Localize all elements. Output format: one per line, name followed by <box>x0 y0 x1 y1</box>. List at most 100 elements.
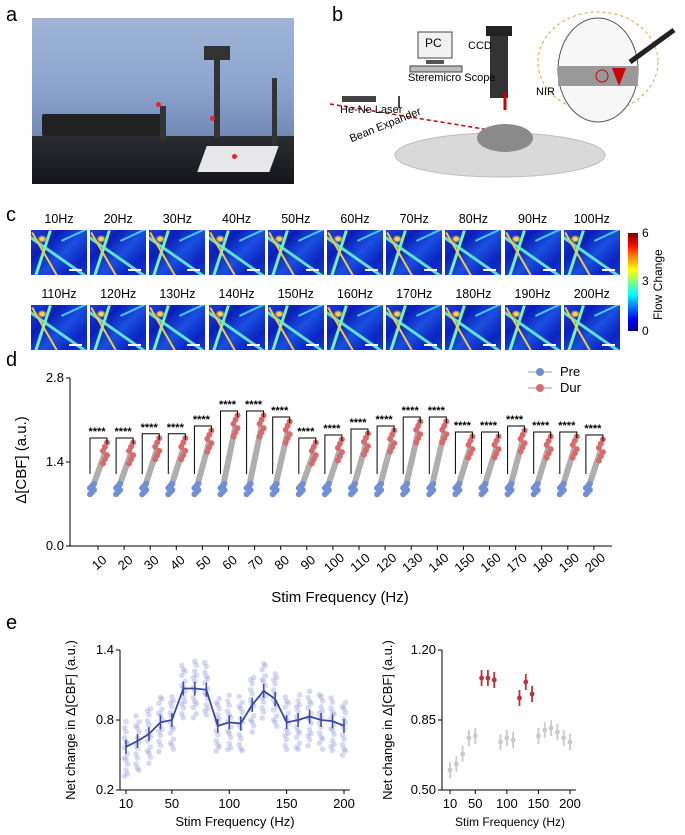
raw-point <box>180 714 187 721</box>
x-tick-label: 180 <box>530 550 556 575</box>
raw-point <box>133 761 139 767</box>
x-tick-label: 150 <box>451 550 477 575</box>
raw-point <box>167 730 174 736</box>
pre-point <box>169 480 176 487</box>
dur-point <box>495 446 502 453</box>
raw-point <box>259 676 265 683</box>
raw-point <box>237 705 244 712</box>
raw-point <box>226 740 233 747</box>
sig-bracket <box>115 437 134 474</box>
x-tick-label: 130 <box>399 550 425 575</box>
raw-point <box>249 680 256 687</box>
raw-point <box>259 715 265 721</box>
raw-point <box>236 731 243 738</box>
raw-point <box>319 736 326 742</box>
laser-beam <box>330 103 491 131</box>
raw-point <box>341 746 347 752</box>
y-tick-label: 0.2 <box>96 782 114 797</box>
panel-label-b: b <box>332 4 344 26</box>
x-tick-label: 10 <box>89 552 110 573</box>
x-tick-label: 70 <box>245 552 266 573</box>
dur-point <box>469 446 476 453</box>
raw-point <box>319 698 326 704</box>
raw-point <box>270 687 277 693</box>
pre-point <box>534 480 541 487</box>
scale-bar <box>365 344 378 346</box>
raw-point <box>270 677 277 683</box>
scale-bar <box>424 269 438 271</box>
x-axis-label: Stim Frequency (Hz) <box>455 815 565 829</box>
dur-point <box>547 446 554 453</box>
ldi-label: 130Hz <box>159 287 196 301</box>
raw-point <box>157 742 164 749</box>
scale-bar <box>69 344 82 346</box>
raw-point <box>190 694 197 701</box>
laser-tube <box>342 96 376 102</box>
x-tick-label: 140 <box>425 550 451 575</box>
mean-point <box>536 733 541 739</box>
scale-bar <box>483 269 497 271</box>
raw-point <box>213 699 220 706</box>
raw-point <box>190 704 197 711</box>
highlight-point <box>523 679 529 685</box>
ldi-label: 120Hz <box>100 287 137 301</box>
pre-point <box>143 480 150 487</box>
raw-point <box>305 732 311 739</box>
dur-point <box>260 425 267 432</box>
vessel <box>297 230 324 242</box>
scale-bar <box>365 269 378 271</box>
raw-point <box>339 703 346 710</box>
raw-point <box>328 695 334 701</box>
raw-point <box>239 709 246 716</box>
raw-point <box>147 706 154 712</box>
raw-point <box>293 734 300 740</box>
raw-point <box>260 660 267 667</box>
raw-point <box>272 671 278 677</box>
chart-e-left: 0.2 0.8 1.4 10 50 100 150 200 Stim Frequency (Hz… <box>63 640 355 829</box>
raw-point <box>319 746 326 752</box>
vessel <box>534 230 561 242</box>
mean-point <box>498 739 503 745</box>
sig-bracket <box>350 428 369 474</box>
x-tick-label: 150 <box>528 796 550 811</box>
legend-pre-label: Pre <box>560 364 580 379</box>
vessel <box>238 305 265 317</box>
dur-point <box>104 452 110 459</box>
vessel <box>475 305 502 317</box>
laser-cone <box>612 68 626 86</box>
raw-point <box>124 761 131 767</box>
ldi-label: 160Hz <box>336 287 374 301</box>
vessel <box>179 230 206 242</box>
chart-d: 0.0 1.4 2.8 **** 10 **** 20 **** 30 **** 40 **** 50 *… <box>13 364 612 606</box>
y-axis-label: Net change in Δ[CBF] (a.u.) <box>63 640 78 800</box>
raw-point <box>308 700 314 707</box>
sig-stars: **** <box>480 420 498 432</box>
raw-point <box>180 666 187 673</box>
vessel <box>593 230 620 242</box>
x-tick-label: 50 <box>468 796 482 811</box>
raw-point <box>282 742 288 749</box>
raw-point <box>295 728 301 734</box>
raw-point <box>144 718 151 724</box>
scale-bar <box>69 269 82 271</box>
pre-point <box>378 480 385 487</box>
raw-point <box>308 730 314 737</box>
raw-point <box>316 692 323 698</box>
ldi-image <box>563 230 620 275</box>
raw-point <box>226 702 233 709</box>
ldi-image <box>563 305 620 350</box>
raw-point <box>136 767 142 773</box>
raw-point <box>144 748 151 754</box>
x-tick-label: 30 <box>141 552 162 573</box>
raw-point <box>342 748 349 754</box>
raw-point <box>214 732 221 738</box>
dur-point <box>182 447 189 454</box>
y-tick-label: 0.0 <box>46 538 64 553</box>
raw-point <box>272 681 278 687</box>
x-tick-label: 60 <box>219 552 240 573</box>
raw-point <box>250 713 257 719</box>
ldi-label: 200Hz <box>573 287 610 301</box>
raw-point <box>121 755 128 761</box>
nir-label: NIR <box>536 86 555 98</box>
raw-point <box>216 744 223 750</box>
